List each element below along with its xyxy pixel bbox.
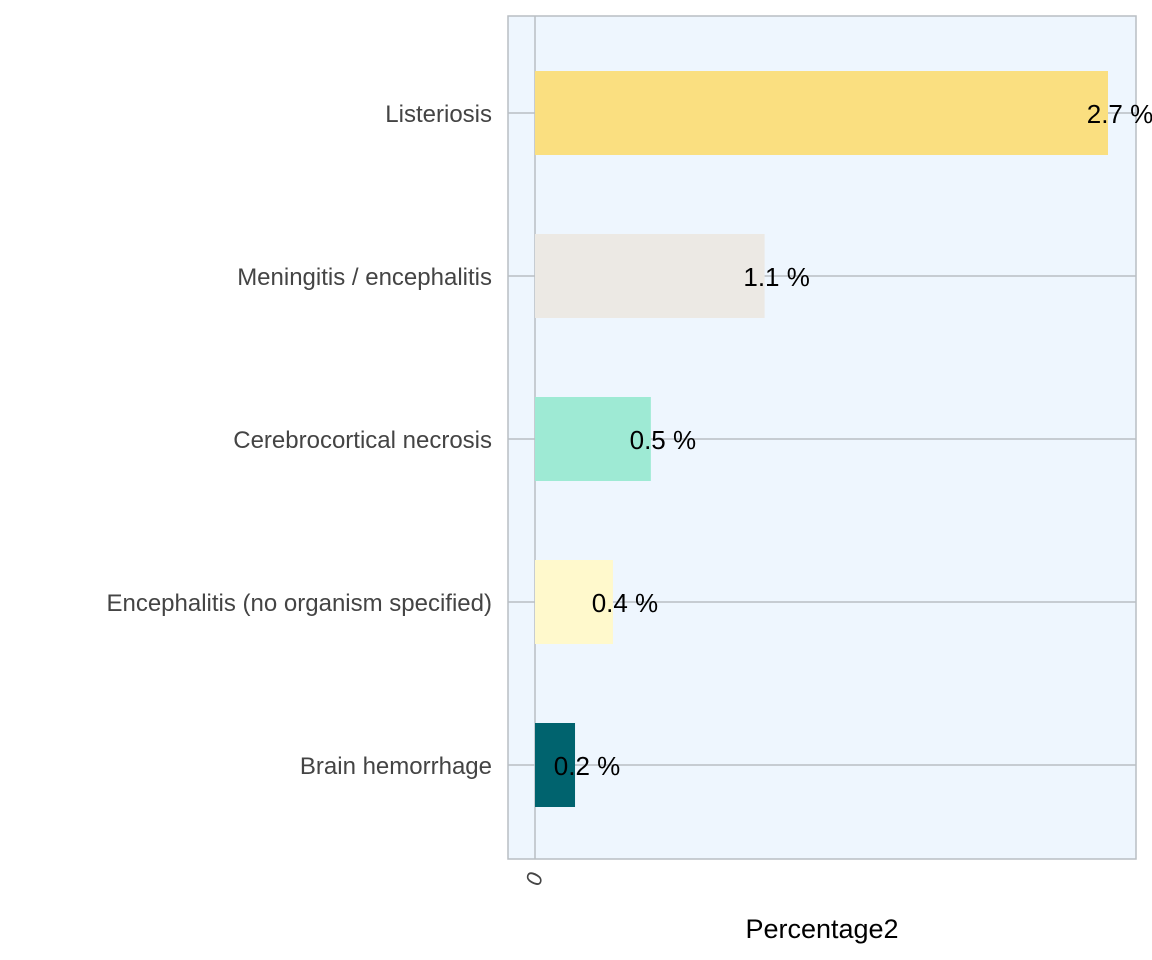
bar bbox=[535, 234, 765, 318]
data-label: 0.4 % bbox=[592, 588, 659, 618]
data-label: 0.2 % bbox=[554, 751, 621, 781]
category-labels: Listeriosis Meningitis / encephalitis Cere… bbox=[106, 101, 492, 780]
x-axis-ticks: 0 bbox=[521, 869, 549, 888]
x-axis-title: Percentage2 bbox=[745, 914, 898, 944]
bars bbox=[535, 71, 1108, 807]
bar bbox=[535, 560, 613, 644]
category-label: Encephalitis (no organism specified) bbox=[106, 590, 492, 617]
category-label: Meningitis / encephalitis bbox=[237, 264, 492, 291]
category-label: Listeriosis bbox=[385, 101, 492, 128]
bar bbox=[535, 71, 1108, 155]
data-labels: 2.7 % 1.1 % 0.5 % 0.4 % 0.2 % bbox=[554, 99, 1152, 781]
category-label: Cerebrocortical necrosis bbox=[233, 427, 492, 454]
category-label: Brain hemorrhage bbox=[300, 753, 492, 780]
x-tick-label: 0 bbox=[521, 869, 549, 888]
data-label: 1.1 % bbox=[743, 262, 810, 292]
bar bbox=[535, 397, 651, 481]
bar bbox=[535, 723, 576, 807]
data-label: 2.7 % bbox=[1087, 99, 1152, 129]
data-label: 0.5 % bbox=[630, 425, 697, 455]
